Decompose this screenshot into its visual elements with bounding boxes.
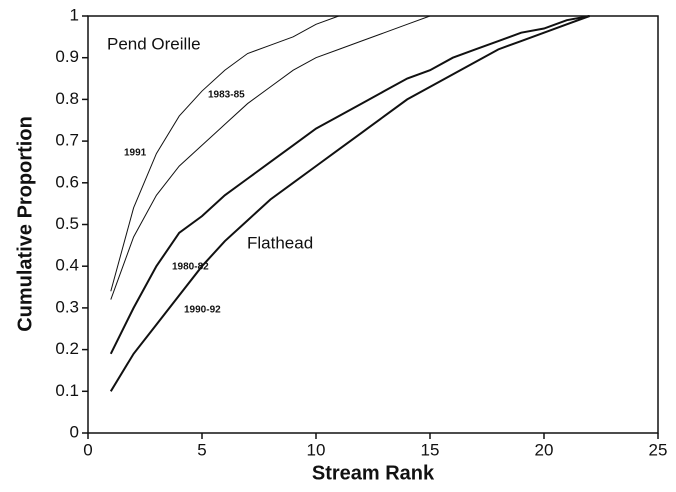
y-tick-label: 0.5 <box>55 214 79 233</box>
series-label: 1980-82 <box>172 262 209 273</box>
line <box>109 15 590 355</box>
series-label: 1983-85 <box>208 90 245 101</box>
x-tick-label: 20 <box>535 440 554 459</box>
line <box>109 15 590 392</box>
y-tick-label: 0.7 <box>55 131 79 150</box>
annotation: Pend Oreille <box>107 34 201 53</box>
x-tick-label: 10 <box>307 440 326 459</box>
x-tick-label: 15 <box>421 440 440 459</box>
y-axis-label: Cumulative Proportion <box>14 116 36 332</box>
line <box>110 15 339 292</box>
x-tick-label: 5 <box>197 440 206 459</box>
x-tick-label: 25 <box>649 440 668 459</box>
series-label: 1991 <box>124 148 147 159</box>
y-tick-label: 0.4 <box>55 256 79 275</box>
y-tick-label: 0.3 <box>55 297 79 316</box>
y-tick-label: 0.2 <box>55 339 79 358</box>
y-tick-label: 0.8 <box>55 89 79 108</box>
y-tick-label: 0.9 <box>55 47 79 66</box>
y-tick-label: 0.1 <box>55 381 79 400</box>
series-label: 1990-92 <box>184 305 221 316</box>
y-tick-label: 0 <box>70 422 79 441</box>
x-axis-label: Stream Rank <box>312 462 435 484</box>
line <box>110 15 431 300</box>
x-tick-label: 0 <box>83 440 92 459</box>
plot-frame <box>87 15 659 434</box>
annotation: Flathead <box>247 233 313 252</box>
y-tick-label: 1 <box>70 5 79 24</box>
y-tick-label: 0.6 <box>55 172 79 191</box>
